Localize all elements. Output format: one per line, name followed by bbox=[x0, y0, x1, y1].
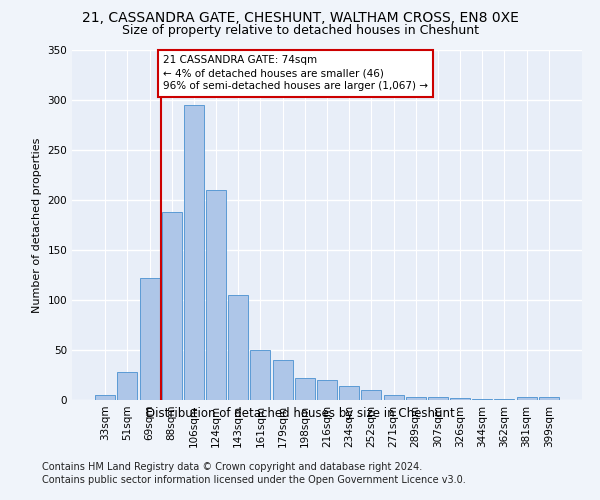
Bar bbox=[228, 295, 248, 400]
Bar bbox=[162, 212, 182, 400]
Bar bbox=[339, 386, 359, 400]
Bar bbox=[494, 399, 514, 400]
Bar bbox=[118, 372, 137, 400]
Text: 21, CASSANDRA GATE, CHESHUNT, WALTHAM CROSS, EN8 0XE: 21, CASSANDRA GATE, CHESHUNT, WALTHAM CR… bbox=[82, 11, 518, 25]
Bar bbox=[450, 398, 470, 400]
Bar bbox=[184, 105, 204, 400]
Y-axis label: Number of detached properties: Number of detached properties bbox=[32, 138, 42, 312]
Text: Distribution of detached houses by size in Cheshunt: Distribution of detached houses by size … bbox=[146, 408, 454, 420]
Text: Contains public sector information licensed under the Open Government Licence v3: Contains public sector information licen… bbox=[42, 475, 466, 485]
Bar bbox=[140, 278, 160, 400]
Bar bbox=[317, 380, 337, 400]
Bar bbox=[206, 190, 226, 400]
Bar bbox=[361, 390, 382, 400]
Bar bbox=[250, 350, 271, 400]
Bar bbox=[539, 397, 559, 400]
Bar bbox=[428, 397, 448, 400]
Bar bbox=[295, 378, 315, 400]
Text: Size of property relative to detached houses in Cheshunt: Size of property relative to detached ho… bbox=[121, 24, 479, 37]
Text: 21 CASSANDRA GATE: 74sqm
← 4% of detached houses are smaller (46)
96% of semi-de: 21 CASSANDRA GATE: 74sqm ← 4% of detache… bbox=[163, 55, 428, 92]
Bar bbox=[383, 395, 404, 400]
Text: Contains HM Land Registry data © Crown copyright and database right 2024.: Contains HM Land Registry data © Crown c… bbox=[42, 462, 422, 472]
Bar bbox=[517, 397, 536, 400]
Bar bbox=[472, 399, 492, 400]
Bar bbox=[272, 360, 293, 400]
Bar bbox=[406, 397, 426, 400]
Bar bbox=[95, 395, 115, 400]
